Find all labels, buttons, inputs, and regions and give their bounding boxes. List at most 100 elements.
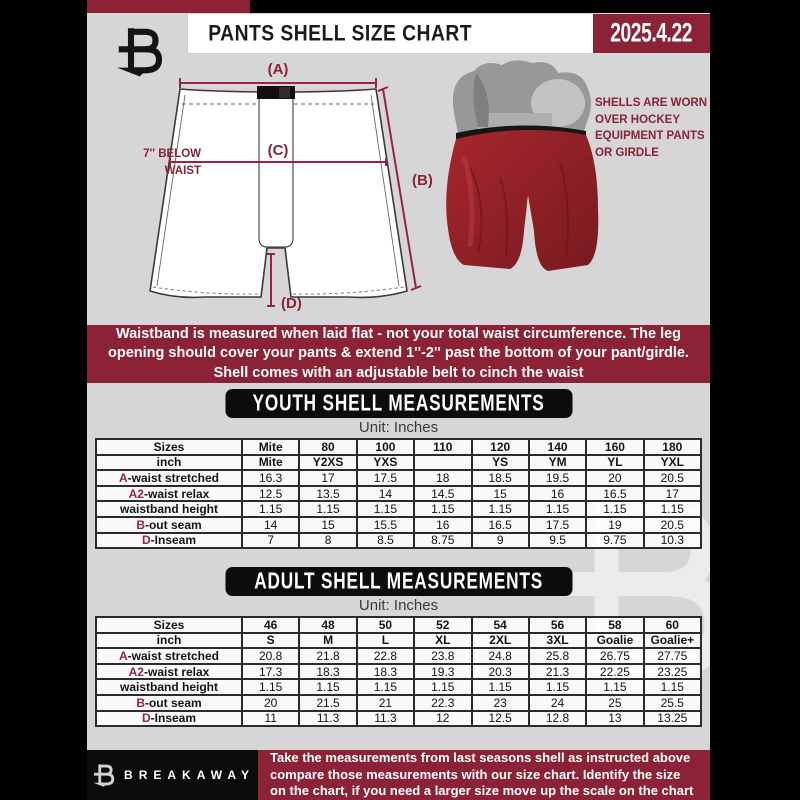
cell: 18.3 — [355, 662, 416, 681]
cell — [413, 453, 473, 472]
cell: 16.3 — [240, 469, 301, 487]
row-label: B-out seam — [95, 515, 243, 534]
cell: Mite — [240, 438, 301, 456]
cell: 21 — [355, 693, 416, 712]
cell: 21.3 — [527, 662, 588, 681]
cell: 16.5 — [585, 484, 645, 503]
cell: M — [298, 631, 358, 650]
cell: 16 — [527, 484, 588, 503]
cell: 22.25 — [585, 662, 645, 681]
row-label: A2-waist relax — [95, 662, 243, 681]
row-label: D-Inseam — [95, 709, 243, 728]
row-label: A-waist stretched — [95, 469, 243, 487]
cell: 20 — [585, 469, 645, 487]
cell: 140 — [527, 438, 588, 456]
cell: 14.5 — [413, 484, 473, 503]
cell: 13.5 — [298, 484, 358, 503]
cell: 12.5 — [240, 484, 301, 503]
cell: YXL — [642, 453, 703, 472]
date-badge: 2025.4.22 — [593, 14, 710, 53]
cell: 8.75 — [413, 531, 473, 550]
cell: 19.3 — [413, 662, 473, 681]
cell: 20.8 — [240, 647, 301, 665]
cell: 1.15 — [355, 500, 416, 518]
cell: 1.15 — [298, 678, 358, 696]
cell: 12 — [413, 709, 473, 728]
cell: YM — [527, 453, 588, 472]
cell: 17 — [642, 484, 703, 503]
cell: 2XL — [470, 631, 530, 650]
cell: XL — [413, 631, 473, 650]
cell: 22.8 — [355, 647, 416, 665]
cell: 1.15 — [527, 678, 588, 696]
adult-section-banner: ADULT SHELL MEASUREMENTS — [225, 567, 572, 596]
cell: 20.3 — [470, 662, 530, 681]
cell: 18 — [413, 469, 473, 487]
cell: 7 — [240, 531, 301, 550]
cell: 22.3 — [413, 693, 473, 712]
cell: 56 — [527, 616, 588, 634]
cell: YXS — [355, 453, 416, 472]
cell: 11.3 — [355, 709, 416, 728]
breakaway-logo-icon — [117, 28, 163, 77]
cell: 48 — [298, 616, 358, 634]
cell: 1.15 — [527, 500, 588, 518]
cell: 1.15 — [642, 678, 703, 696]
cell: Y2XS — [298, 453, 358, 472]
table-row: B-out seam 14 15 15.5 16 16.5 17.5 19 20.5 — [95, 515, 703, 534]
cell: 1.15 — [585, 500, 645, 518]
footer-brand: BREAKAWAY — [87, 750, 258, 800]
cell: 20 — [240, 693, 301, 712]
adult-measurements-table: Sizes 46 48 50 52 54 56 58 60 inch S M L XL 2XL 3XL Goal… — [95, 616, 703, 728]
cell: 180 — [642, 438, 703, 456]
row-label: Sizes — [95, 438, 243, 456]
cell: 25.5 — [642, 693, 703, 712]
cell: 100 — [355, 438, 416, 456]
photo-note: SHELLS ARE WORN OVER HOCKEY EQUIPMENT PA… — [595, 97, 708, 160]
cell: 17.5 — [527, 515, 588, 534]
cell: 18.3 — [298, 662, 358, 681]
row-label: inch — [95, 453, 243, 472]
cell: 1.15 — [642, 500, 703, 518]
row-label: A2-waist relax — [95, 484, 243, 503]
cell: 17 — [298, 469, 358, 487]
cell: 15.5 — [355, 515, 416, 534]
cell: 18.5 — [470, 469, 530, 487]
cell: 16 — [413, 515, 473, 534]
cell: 24.8 — [470, 647, 530, 665]
cell: 19.5 — [527, 469, 588, 487]
cell: 15 — [298, 515, 358, 534]
cell: 14 — [355, 484, 416, 503]
cell: 13 — [585, 709, 645, 728]
adult-section-title: ADULT SHELL MEASUREMENTS — [254, 568, 543, 594]
shell-photo — [446, 60, 599, 271]
cell: 1.15 — [413, 500, 473, 518]
cell: 80 — [298, 438, 358, 456]
cell: 1.15 — [470, 678, 530, 696]
diagram-label-a: (A) — [268, 61, 289, 78]
cell: S — [240, 631, 301, 650]
table-row: inch Mite Y2XS YXS YS YM YL YXL — [95, 453, 703, 472]
footer-text: Take the measurements from last seasons … — [270, 749, 694, 799]
table-row: D-Inseam 7 8 8.5 8.75 9 9.5 9.75 10.3 — [95, 531, 703, 550]
content-area: PANTS SHELL SIZE CHART 2025.4.22 (A) — [87, 13, 710, 750]
cell: 16.5 — [470, 515, 530, 534]
table-row: B-out seam 20 21.5 21 22.3 23 24 25 25.5 — [95, 693, 703, 712]
cell: 14 — [240, 515, 301, 534]
shell-measurement-diagram: (A) (C) — [149, 61, 432, 312]
youth-unit-label: Unit: Inches — [358, 419, 439, 436]
cell: 15 — [470, 484, 530, 503]
cell: 46 — [240, 616, 301, 634]
cell: 20.5 — [642, 515, 703, 534]
cell: 3XL — [527, 631, 588, 650]
notice-text: Waistband is measured when laid flat - n… — [108, 326, 689, 381]
cell: 52 — [413, 616, 473, 634]
cell: 120 — [470, 438, 530, 456]
adult-unit-label: Unit: Inches — [358, 597, 439, 614]
table-row: D-Inseam 11 11.3 11.3 12 12.5 12.8 13 13.25 — [95, 709, 703, 728]
row-label: inch — [95, 631, 243, 650]
breakaway-logo-small-icon — [93, 764, 115, 787]
below-waist-note: 7'' BELOW WAIST — [143, 148, 201, 177]
table-row: A2-waist relax 12.5 13.5 14 14.5 15 16 16.5 17 — [95, 484, 703, 503]
